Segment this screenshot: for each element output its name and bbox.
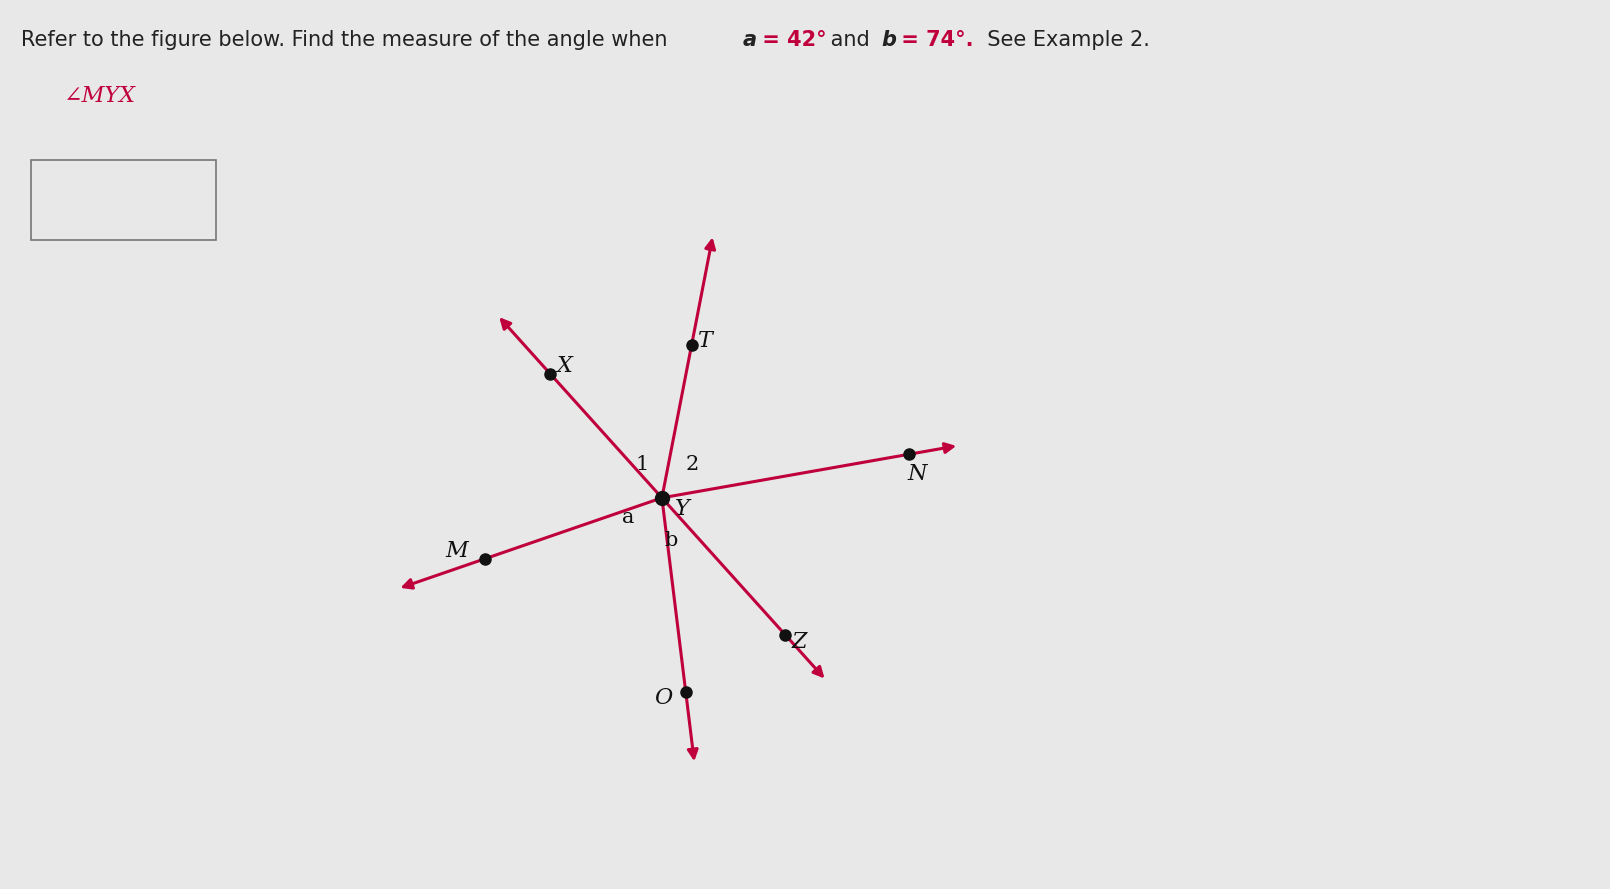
Text: N: N	[908, 463, 927, 485]
Text: See Example 2.: See Example 2.	[974, 30, 1150, 50]
Text: a: a	[621, 509, 634, 527]
Text: a: a	[742, 30, 757, 50]
Text: ∠MYX: ∠MYX	[64, 85, 137, 108]
Text: O: O	[654, 687, 673, 709]
Text: 1: 1	[634, 455, 649, 474]
Text: Refer to the figure below. Find the measure of the angle when: Refer to the figure below. Find the meas…	[21, 30, 681, 50]
Text: b: b	[665, 531, 678, 549]
Text: and: and	[824, 30, 876, 50]
Text: b: b	[881, 30, 897, 50]
Text: X: X	[557, 355, 573, 377]
Text: T: T	[697, 330, 713, 352]
Text: M: M	[446, 540, 469, 562]
Text: Z: Z	[792, 630, 808, 653]
Text: Y: Y	[675, 498, 689, 520]
Text: = 42°: = 42°	[755, 30, 828, 50]
Text: = 74°.: = 74°.	[894, 30, 974, 50]
Text: 2: 2	[686, 455, 699, 474]
